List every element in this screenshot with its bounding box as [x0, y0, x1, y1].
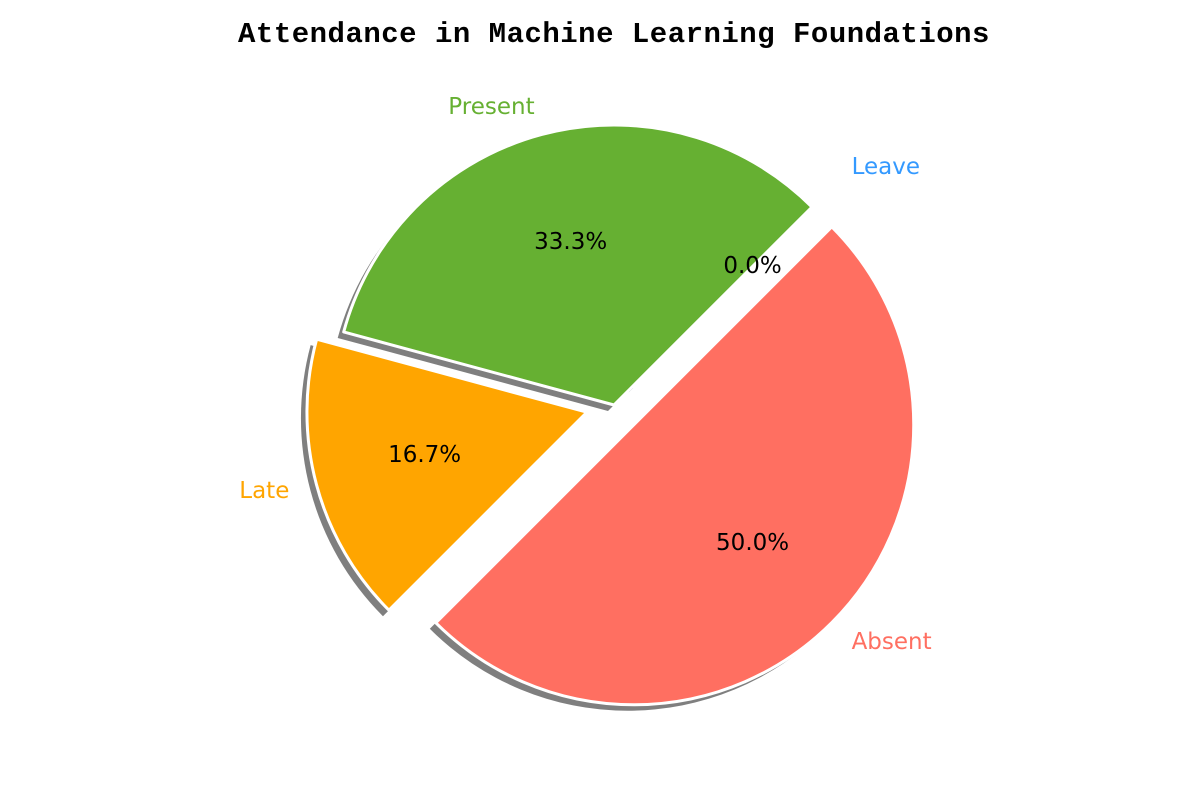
slice-pct-absent: 50.0% — [716, 530, 789, 556]
slice-pct-leave: 0.0% — [723, 253, 781, 279]
pie-slice-absent — [434, 225, 916, 707]
slice-label-late: Late — [239, 478, 289, 504]
pie-slice-present — [342, 123, 814, 407]
pie-slice-leave — [633, 380, 639, 386]
pie-labels: Present 33.3% Late 16.7% Absent 50.0% Leave 0.0… — [239, 94, 931, 655]
pie-slices — [305, 123, 916, 707]
slice-pct-late: 16.7% — [388, 442, 461, 468]
pie-slice-late — [305, 337, 589, 612]
slice-label-present: Present — [448, 94, 534, 120]
chart-title: Attendance in Machine Learning Foundatio… — [238, 18, 990, 51]
slice-pct-present: 33.3% — [534, 229, 607, 255]
slice-label-absent: Absent — [852, 629, 932, 655]
slice-label-leave: Leave — [852, 154, 920, 180]
